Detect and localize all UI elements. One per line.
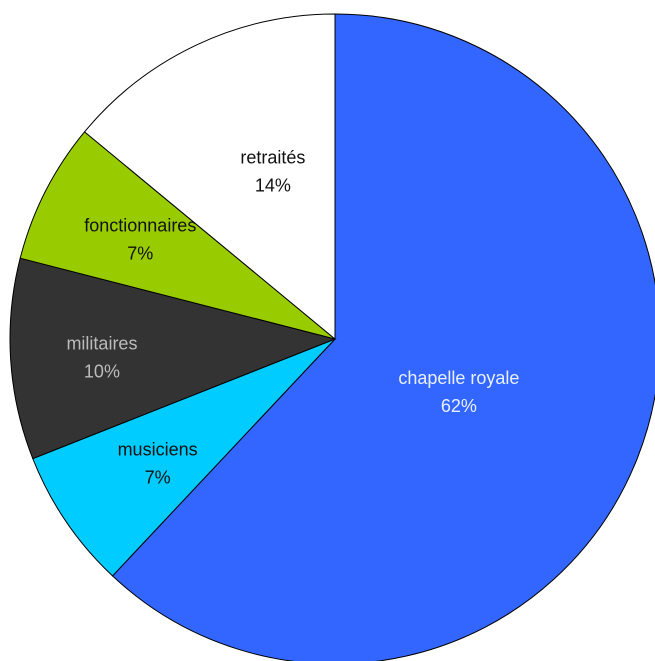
pie-slice-chapelle-royale [111, 13, 655, 661]
pie-slice-militaires [9, 257, 337, 460]
slice-value-retraites: 14% [255, 175, 291, 195]
slice-label-fonctionnaires: fonctionnaires [84, 216, 196, 236]
slice-label-retraites: retraités [240, 147, 305, 167]
pie-slice-musiciens [32, 338, 336, 577]
slice-value-chapelle-royale: 62% [441, 396, 477, 416]
slice-value-fonctionnaires: 7% [127, 244, 153, 264]
pie-slice-retraites [83, 13, 336, 341]
slice-label-militaires: militaires [66, 333, 137, 353]
slice-value-militaires: 10% [84, 361, 120, 381]
slice-label-musiciens: musiciens [118, 440, 198, 460]
slice-value-musiciens: 7% [145, 468, 171, 488]
labels-layer: chapelle royale 62% musiciens 7% militaires 1… [66, 147, 519, 487]
pie-slice-fonctionnaires [19, 131, 336, 340]
slices-layer [9, 13, 655, 661]
slice-label-chapelle-royale: chapelle royale [398, 368, 519, 388]
